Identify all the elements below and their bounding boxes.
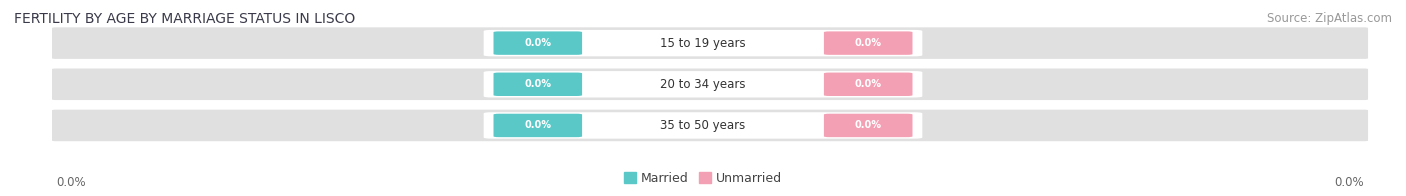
Text: 0.0%: 0.0%	[1334, 176, 1364, 189]
FancyBboxPatch shape	[824, 73, 912, 96]
FancyBboxPatch shape	[52, 27, 1368, 59]
FancyBboxPatch shape	[484, 112, 922, 139]
FancyBboxPatch shape	[52, 69, 1368, 100]
Text: 0.0%: 0.0%	[855, 120, 882, 131]
FancyBboxPatch shape	[52, 110, 1368, 141]
Text: 0.0%: 0.0%	[855, 79, 882, 89]
FancyBboxPatch shape	[484, 30, 922, 56]
FancyBboxPatch shape	[484, 71, 922, 97]
Text: 0.0%: 0.0%	[855, 38, 882, 48]
FancyBboxPatch shape	[824, 31, 912, 55]
Text: 20 to 34 years: 20 to 34 years	[661, 78, 745, 91]
FancyBboxPatch shape	[494, 31, 582, 55]
Text: FERTILITY BY AGE BY MARRIAGE STATUS IN LISCO: FERTILITY BY AGE BY MARRIAGE STATUS IN L…	[14, 12, 356, 26]
Legend: Married, Unmarried: Married, Unmarried	[619, 167, 787, 190]
Text: 0.0%: 0.0%	[524, 120, 551, 131]
Text: 35 to 50 years: 35 to 50 years	[661, 119, 745, 132]
FancyBboxPatch shape	[824, 114, 912, 137]
Text: 0.0%: 0.0%	[56, 176, 86, 189]
FancyBboxPatch shape	[494, 73, 582, 96]
FancyBboxPatch shape	[494, 114, 582, 137]
Text: 0.0%: 0.0%	[524, 79, 551, 89]
Text: Source: ZipAtlas.com: Source: ZipAtlas.com	[1267, 12, 1392, 25]
Text: 0.0%: 0.0%	[524, 38, 551, 48]
Text: 15 to 19 years: 15 to 19 years	[661, 37, 745, 50]
